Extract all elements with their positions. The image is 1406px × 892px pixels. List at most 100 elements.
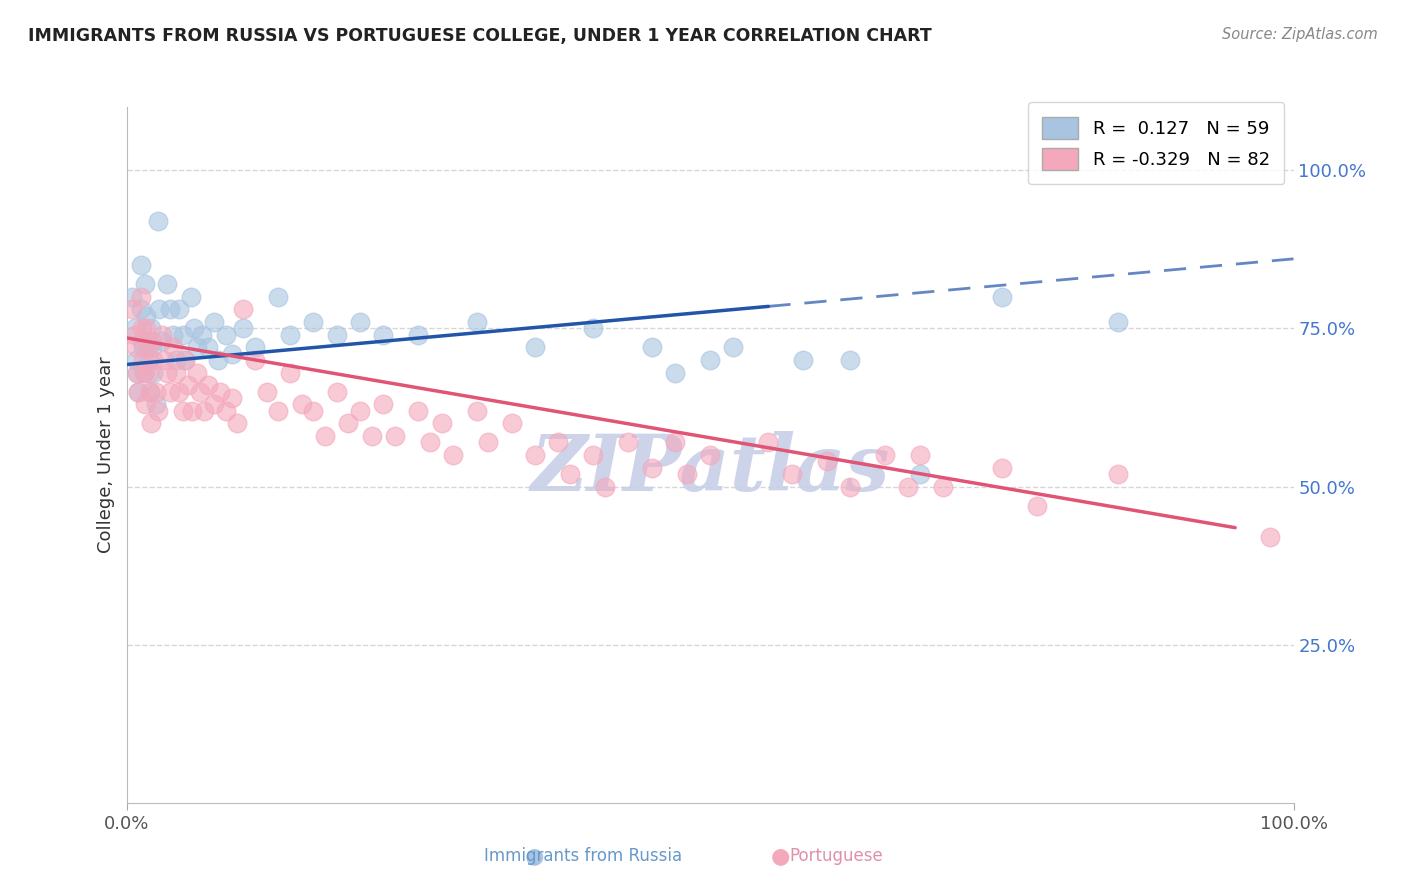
Point	[174, 353, 197, 368]
Point	[558, 467, 581, 481]
Point	[325, 384, 347, 399]
Legend: R =  0.127   N = 59, R = -0.329   N = 82: R = 0.127 N = 59, R = -0.329 N = 82	[1028, 103, 1285, 184]
Text: IMMIGRANTS FROM RUSSIA VS PORTUGUESE COLLEGE, UNDER 1 YEAR CORRELATION CHART: IMMIGRANTS FROM RUSSIA VS PORTUGUESE COL…	[28, 27, 932, 45]
Point	[792, 353, 814, 368]
Point	[142, 353, 165, 368]
Point	[134, 277, 156, 292]
Point	[139, 417, 162, 431]
Point	[582, 448, 605, 462]
Point	[132, 366, 155, 380]
Point	[186, 366, 208, 380]
Point	[131, 321, 153, 335]
Point	[256, 384, 278, 399]
Point	[139, 321, 162, 335]
Text: ●: ●	[770, 847, 790, 866]
Point	[408, 327, 430, 342]
Y-axis label: College, Under 1 year: College, Under 1 year	[97, 357, 115, 553]
Point	[125, 353, 148, 368]
Point	[441, 448, 464, 462]
Point	[1108, 315, 1130, 329]
Point	[121, 302, 143, 317]
Point	[202, 397, 225, 411]
Point	[124, 321, 146, 335]
Point	[243, 353, 266, 368]
Point	[501, 417, 523, 431]
Point	[1258, 530, 1281, 544]
Point	[153, 353, 176, 368]
Point	[664, 435, 686, 450]
Point	[159, 302, 181, 317]
Point	[430, 417, 453, 431]
Point	[664, 366, 686, 380]
Point	[617, 435, 640, 450]
Point	[174, 353, 197, 368]
Point	[232, 321, 254, 335]
Point	[125, 366, 148, 380]
Point	[141, 340, 163, 354]
Point	[523, 448, 546, 462]
Point	[172, 403, 194, 417]
Point	[232, 302, 254, 317]
Point	[547, 435, 569, 450]
Point	[582, 321, 605, 335]
Point	[373, 397, 395, 411]
Point	[1025, 499, 1047, 513]
Point	[125, 366, 148, 380]
Point	[129, 302, 152, 317]
Point	[699, 448, 721, 462]
Point	[897, 479, 920, 493]
Point	[129, 290, 152, 304]
Point	[148, 302, 170, 317]
Point	[129, 258, 152, 272]
Point	[337, 417, 360, 431]
Point	[162, 340, 184, 354]
Point	[142, 366, 165, 380]
Point	[723, 340, 745, 354]
Point	[302, 403, 325, 417]
Text: Immigrants from Russia: Immigrants from Russia	[485, 847, 682, 865]
Point	[314, 429, 336, 443]
Point	[384, 429, 406, 443]
Point	[165, 366, 187, 380]
Point	[207, 353, 229, 368]
Point	[121, 290, 143, 304]
Point	[156, 277, 179, 292]
Point	[165, 353, 187, 368]
Point	[875, 448, 897, 462]
Point	[135, 321, 157, 335]
Point	[208, 384, 231, 399]
Point	[172, 327, 194, 342]
Point	[132, 353, 155, 368]
Text: ZIPatlas: ZIPatlas	[530, 431, 890, 507]
Point	[267, 290, 290, 304]
Point	[180, 290, 202, 304]
Point	[523, 340, 546, 354]
Point	[373, 327, 395, 342]
Point	[278, 327, 301, 342]
Point	[150, 334, 173, 348]
Point	[641, 340, 664, 354]
Point	[177, 378, 200, 392]
Point	[243, 340, 266, 354]
Point	[136, 340, 159, 354]
Point	[146, 403, 169, 417]
Point	[932, 479, 955, 493]
Point	[124, 327, 146, 342]
Point	[167, 302, 190, 317]
Point	[138, 353, 160, 368]
Point	[145, 397, 167, 411]
Point	[990, 460, 1012, 475]
Point	[167, 384, 190, 399]
Point	[465, 403, 488, 417]
Point	[139, 384, 162, 399]
Text: Source: ZipAtlas.com: Source: ZipAtlas.com	[1222, 27, 1378, 42]
Point	[908, 467, 931, 481]
Point	[699, 353, 721, 368]
Point	[267, 403, 290, 417]
Point	[134, 397, 156, 411]
Point	[141, 334, 163, 348]
Point	[839, 353, 862, 368]
Point	[349, 315, 371, 329]
Point	[136, 334, 159, 348]
Point	[125, 340, 148, 354]
